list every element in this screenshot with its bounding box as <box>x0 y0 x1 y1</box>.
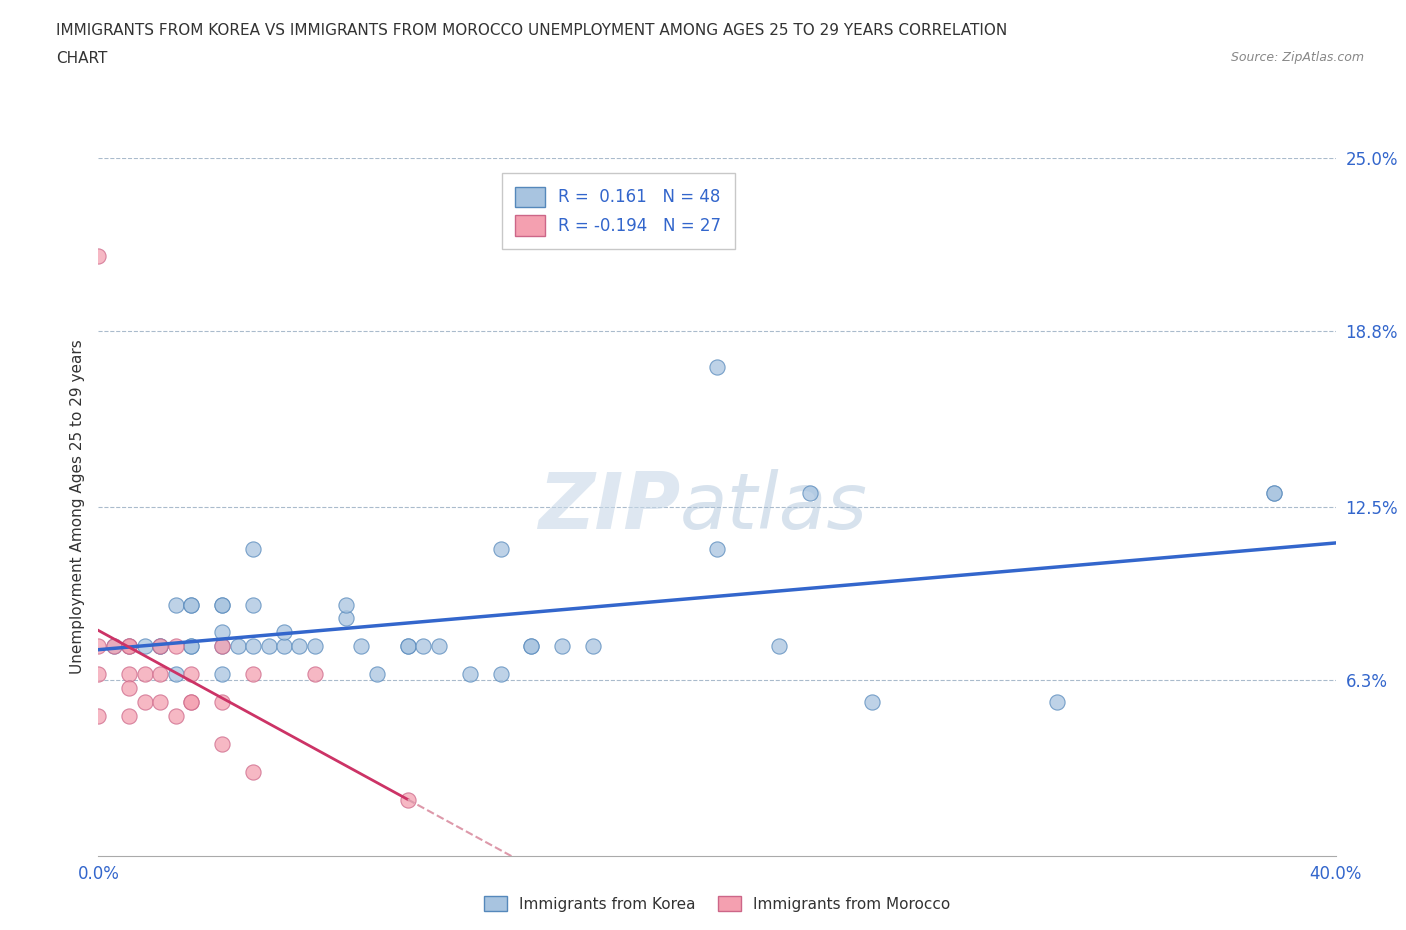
Point <box>211 639 233 654</box>
Point <box>103 639 125 654</box>
Text: IMMIGRANTS FROM KOREA VS IMMIGRANTS FROM MOROCCO UNEMPLOYMENT AMONG AGES 25 TO 2: IMMIGRANTS FROM KOREA VS IMMIGRANTS FROM… <box>56 23 1008 38</box>
Point <box>273 639 295 654</box>
Point <box>149 639 172 654</box>
Point <box>87 709 110 724</box>
Point <box>87 248 110 263</box>
Point <box>304 667 326 682</box>
Point <box>706 541 728 556</box>
Legend: Immigrants from Korea, Immigrants from Morocco: Immigrants from Korea, Immigrants from M… <box>478 889 956 918</box>
Point <box>427 639 450 654</box>
Text: ZIP: ZIP <box>537 469 681 545</box>
Point <box>396 639 419 654</box>
Point <box>520 639 543 654</box>
Point <box>242 667 264 682</box>
Point <box>180 639 202 654</box>
Point <box>396 792 419 807</box>
Point <box>149 639 172 654</box>
Point <box>242 639 264 654</box>
Point <box>458 667 481 682</box>
Point <box>1263 485 1285 500</box>
Point <box>134 639 156 654</box>
Point <box>180 639 202 654</box>
Point <box>335 611 357 626</box>
Point <box>366 667 388 682</box>
Point <box>551 639 574 654</box>
Point <box>304 639 326 654</box>
Point <box>211 737 233 751</box>
Point <box>87 639 110 654</box>
Point <box>211 695 233 710</box>
Point <box>350 639 373 654</box>
Point <box>489 541 512 556</box>
Point <box>149 667 172 682</box>
Point <box>118 667 141 682</box>
Point <box>273 625 295 640</box>
Point <box>180 597 202 612</box>
Point <box>1046 695 1069 710</box>
Point <box>242 764 264 779</box>
Point <box>335 597 357 612</box>
Point <box>288 639 311 654</box>
Point <box>226 639 249 654</box>
Point <box>396 639 419 654</box>
Point <box>257 639 280 654</box>
Point <box>103 639 125 654</box>
Point <box>242 597 264 612</box>
Text: Source: ZipAtlas.com: Source: ZipAtlas.com <box>1230 51 1364 64</box>
Point <box>860 695 883 710</box>
Point <box>180 695 202 710</box>
Point <box>118 639 141 654</box>
Point <box>87 667 110 682</box>
Point <box>118 639 141 654</box>
Point <box>799 485 821 500</box>
Point <box>1263 485 1285 500</box>
Point <box>134 695 156 710</box>
Point <box>520 639 543 654</box>
Point <box>180 695 202 710</box>
Point <box>211 667 233 682</box>
Y-axis label: Unemployment Among Ages 25 to 29 years: Unemployment Among Ages 25 to 29 years <box>69 339 84 674</box>
Point <box>165 667 187 682</box>
Point <box>180 597 202 612</box>
Point <box>706 360 728 375</box>
Point <box>768 639 790 654</box>
Point <box>412 639 434 654</box>
Point <box>118 709 141 724</box>
Point <box>211 597 233 612</box>
Point <box>165 709 187 724</box>
Point <box>489 667 512 682</box>
Point <box>118 639 141 654</box>
Point <box>211 639 233 654</box>
Point <box>134 667 156 682</box>
Point <box>149 695 172 710</box>
Point <box>242 541 264 556</box>
Point <box>165 639 187 654</box>
Point <box>165 597 187 612</box>
Point <box>211 597 233 612</box>
Text: CHART: CHART <box>56 51 108 66</box>
Point <box>211 625 233 640</box>
Text: atlas: atlas <box>681 469 868 545</box>
Point <box>582 639 605 654</box>
Point <box>180 667 202 682</box>
Point <box>118 681 141 696</box>
Point <box>149 639 172 654</box>
